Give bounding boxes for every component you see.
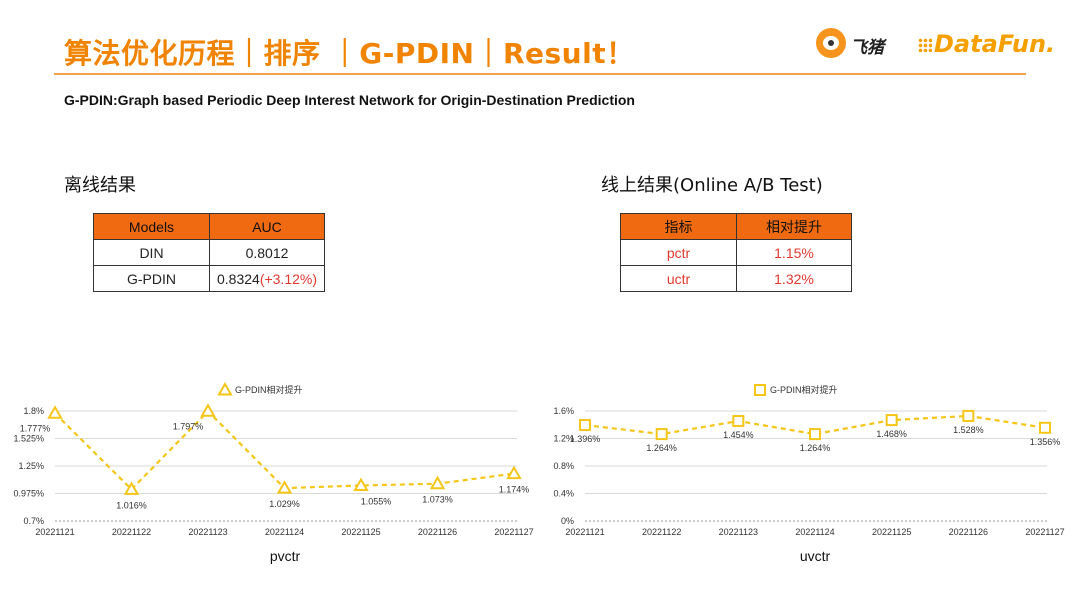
data-label: 1.174% bbox=[499, 485, 530, 495]
online-results-table: 指标 相对提升 pctr 1.15% uctr 1.32% bbox=[620, 213, 852, 292]
data-label: 1.528% bbox=[953, 425, 984, 435]
data-label: 1.797% bbox=[173, 421, 204, 431]
x-tick-label: 20221121 bbox=[35, 527, 74, 537]
legend-label: G-PDIN相对提升 bbox=[235, 384, 303, 395]
data-label: 1.264% bbox=[646, 443, 677, 453]
data-label: 1.264% bbox=[800, 443, 831, 453]
datafun-logo-text: DataFun. bbox=[934, 30, 1056, 58]
offline-heading: 离线结果 bbox=[64, 175, 136, 196]
column-header-metric: 指标 bbox=[620, 213, 737, 240]
legend-marker bbox=[217, 381, 233, 396]
y-tick-label: 0.4% bbox=[553, 489, 574, 499]
data-label: 1.356% bbox=[1030, 437, 1061, 447]
data-label: 1.073% bbox=[422, 495, 453, 505]
x-tick-label: 20221122 bbox=[112, 527, 151, 537]
data-point bbox=[655, 428, 668, 441]
lift-cell: 1.32% bbox=[736, 265, 852, 292]
auc-cell: 0.8012 bbox=[209, 239, 325, 266]
data-point bbox=[276, 480, 293, 494]
title-divider bbox=[54, 73, 1026, 75]
x-tick-label: 20221127 bbox=[1025, 527, 1064, 537]
lift-cell: 1.15% bbox=[736, 239, 852, 266]
legend-label: G-PDIN相对提升 bbox=[770, 384, 838, 395]
x-tick-label: 20221124 bbox=[795, 527, 834, 537]
datafun-dots-icon bbox=[918, 38, 932, 52]
page-title: 算法优化历程｜排序 ｜G-PDIN｜Result！ bbox=[64, 37, 635, 70]
fliggy-logo-text: 飞猪 bbox=[850, 38, 884, 58]
y-tick-label: 1.25% bbox=[18, 461, 44, 471]
y-tick-label: 1.8% bbox=[23, 406, 44, 416]
column-header-lift: 相对提升 bbox=[736, 213, 852, 240]
data-label: 1.777% bbox=[20, 423, 51, 433]
x-tick-label: 20221127 bbox=[494, 527, 533, 537]
data-label: 1.016% bbox=[116, 500, 147, 510]
data-point bbox=[579, 419, 591, 432]
table-row: DIN 0.8012 bbox=[93, 239, 325, 266]
column-header-auc: AUC bbox=[209, 213, 325, 240]
data-point bbox=[200, 403, 216, 417]
data-point bbox=[809, 428, 821, 441]
online-heading: 线上结果(Online A/B Test) bbox=[601, 175, 823, 196]
column-header-models: Models bbox=[93, 213, 210, 240]
auc-value: 0.8324 bbox=[216, 270, 260, 287]
y-tick-label: 0% bbox=[561, 516, 574, 526]
data-point bbox=[353, 477, 369, 491]
data-point bbox=[123, 481, 140, 495]
x-tick-label: 20221123 bbox=[188, 527, 227, 537]
pvctr-line-chart: 0.7% 0.975% 1.25% 1.525% 1.8% 20221121 2022112… bbox=[13, 381, 534, 537]
table-row: uctr 1.32% bbox=[620, 265, 852, 292]
y-tick-label: 0.975% bbox=[13, 489, 44, 499]
y-tick-label: 1.525% bbox=[13, 434, 44, 444]
data-label: 1.055% bbox=[361, 497, 392, 507]
uvctr-chart-title: uvctr bbox=[799, 548, 831, 564]
data-point bbox=[732, 415, 745, 428]
fliggy-mascot-icon bbox=[816, 28, 846, 58]
datafun-logo: DataFun. bbox=[918, 30, 1055, 58]
x-tick-label: 20221124 bbox=[265, 527, 304, 537]
y-tick-label: 1.2% bbox=[553, 434, 574, 444]
series-line bbox=[54, 409, 515, 491]
table-row: G-PDIN 0.8324(+3.12%) bbox=[93, 265, 325, 292]
data-label: 1.454% bbox=[723, 430, 754, 440]
offline-results-table: Models AUC DIN 0.8012 G-PDIN 0.8324(+3.1… bbox=[93, 213, 325, 292]
model-cell: DIN bbox=[93, 239, 210, 266]
data-point bbox=[506, 465, 522, 480]
x-tick-label: 20221125 bbox=[341, 527, 380, 537]
data-point bbox=[429, 475, 446, 490]
x-tick-label: 20221123 bbox=[719, 527, 758, 537]
x-tick-label: 20221126 bbox=[949, 527, 988, 537]
pvctr-chart-title: pvctr bbox=[269, 548, 301, 564]
x-tick-label: 20221122 bbox=[642, 527, 681, 537]
data-label: 1.396% bbox=[570, 434, 601, 444]
auc-delta: (+3.12%) bbox=[259, 270, 318, 287]
data-label: 1.029% bbox=[269, 499, 300, 509]
y-tick-label: 0.7% bbox=[23, 516, 44, 526]
fliggy-logo: 飞猪 bbox=[816, 28, 892, 60]
y-tick-label: 0.8% bbox=[553, 461, 574, 471]
data-label: 1.468% bbox=[876, 429, 907, 439]
x-tick-label: 20221126 bbox=[418, 527, 457, 537]
data-point bbox=[962, 409, 975, 422]
data-point bbox=[47, 405, 63, 419]
metric-cell: pctr bbox=[620, 239, 737, 266]
data-point bbox=[885, 414, 898, 427]
metric-cell: uctr bbox=[620, 265, 737, 292]
table-row: pctr 1.15% bbox=[620, 239, 852, 266]
data-point bbox=[1039, 421, 1051, 434]
y-tick-label: 1.6% bbox=[553, 406, 574, 416]
legend-marker bbox=[754, 384, 766, 396]
uvctr-line-chart: 0% 0.4% 0.8% 1.2% 1.6% 20221121 20221122 202211… bbox=[553, 384, 1065, 537]
model-cell: G-PDIN bbox=[93, 265, 210, 292]
auc-cell: 0.8324(+3.12%) bbox=[209, 265, 325, 292]
x-tick-label: 20221121 bbox=[565, 527, 604, 537]
paper-subtitle: G-PDIN:Graph based Periodic Deep Interes… bbox=[64, 92, 635, 108]
x-tick-label: 20221125 bbox=[872, 527, 911, 537]
